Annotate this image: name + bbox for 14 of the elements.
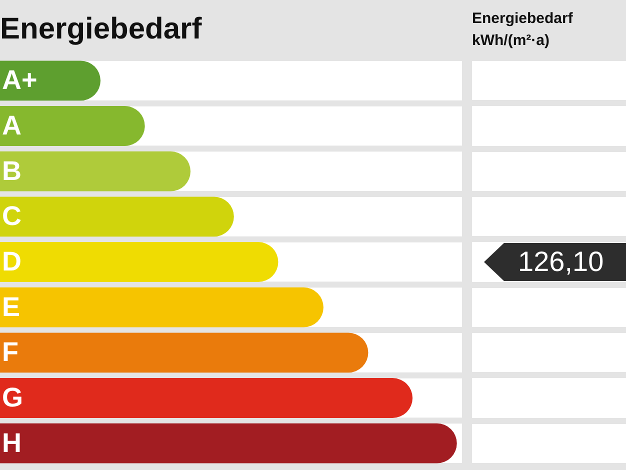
y-tick-label: E [2,292,20,322]
bar [0,423,457,464]
text: Energiebedarf kWh/(m²·a) [472,9,574,51]
y-tick-label: A [2,110,22,140]
chart-title: Energiebedarf [0,12,203,46]
text: 126,10 [518,246,604,278]
y-tick-label: F [2,337,18,368]
bar [0,60,101,101]
y-tick-label: D [2,246,22,276]
y-tick-label: B [2,156,22,186]
y-tick-label: C [2,201,22,232]
y-tick-label: G [2,382,24,412]
y-tick-label: A+ [2,65,38,96]
y-tick-label: H [2,428,22,458]
